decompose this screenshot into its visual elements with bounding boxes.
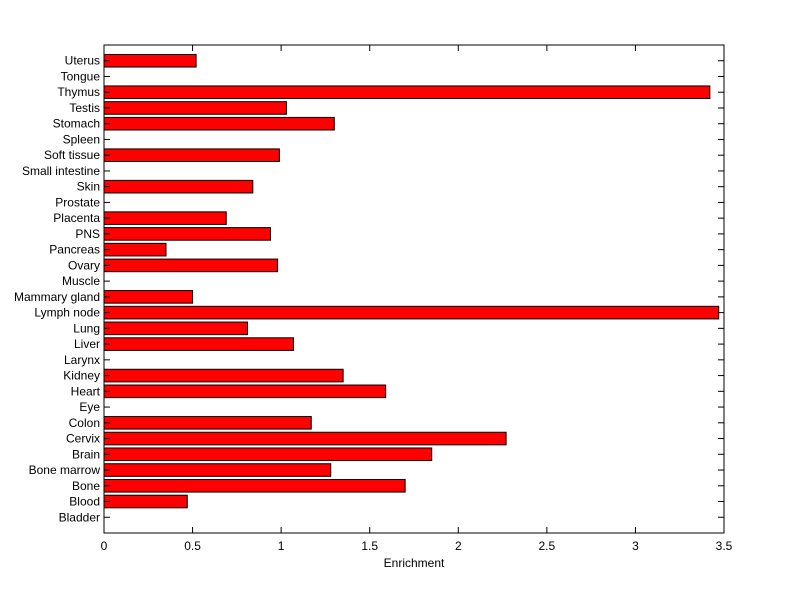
bar-stomach bbox=[103, 116, 335, 131]
bar-liver bbox=[103, 337, 295, 351]
bar-testis bbox=[103, 101, 287, 115]
x-tick-label-3: 3 bbox=[632, 539, 639, 553]
y-tick-label-uterus: Uterus bbox=[65, 54, 100, 68]
y-tick-label-bladder: Bladder bbox=[59, 510, 100, 524]
bar-pancreas bbox=[103, 242, 167, 257]
y-tick-label-thymus: Thymus bbox=[57, 85, 100, 99]
y-tick-label-spleen: Spleen bbox=[63, 132, 100, 146]
y-tick-label-ovary: Ovary bbox=[68, 258, 100, 272]
bar-placenta bbox=[103, 211, 227, 225]
x-axis-label: Enrichment bbox=[384, 556, 445, 570]
y-tick-label-eye: Eye bbox=[79, 400, 100, 414]
x-tick-label-0: 0 bbox=[101, 539, 108, 553]
y-tick-label-cervix: Cervix bbox=[66, 432, 100, 446]
bar-uterus bbox=[103, 53, 197, 68]
bar-thymus bbox=[103, 85, 711, 100]
bar-blood bbox=[103, 494, 188, 509]
y-tick-label-lung: Lung bbox=[73, 321, 100, 335]
y-tick-label-small-intestine: Small intestine bbox=[22, 164, 100, 178]
y-tick-label-heart: Heart bbox=[71, 384, 101, 398]
bar-lymph-node bbox=[103, 305, 720, 320]
x-tick-label-0p5: 0.5 bbox=[184, 539, 201, 553]
bar-soft-tissue bbox=[103, 148, 280, 162]
y-tick-label-bone-marrow: Bone marrow bbox=[29, 463, 101, 477]
x-tick-label-2p5: 2.5 bbox=[539, 539, 556, 553]
bar-cervix bbox=[103, 431, 507, 446]
x-tick-label-1: 1 bbox=[278, 539, 285, 553]
bar-mammary-gland bbox=[103, 290, 194, 304]
y-tick-label-liver: Liver bbox=[74, 337, 100, 351]
x-tick-label-3p5: 3.5 bbox=[716, 539, 733, 553]
y-tick-label-stomach: Stomach bbox=[53, 117, 100, 131]
bar-pns bbox=[103, 227, 272, 241]
plot-frame bbox=[103, 44, 725, 534]
bar-lung bbox=[103, 321, 248, 336]
bar-ovary bbox=[103, 258, 279, 273]
y-tick-label-pns: PNS bbox=[75, 227, 100, 241]
bar-bone bbox=[103, 478, 406, 493]
bar-bone-marrow bbox=[103, 463, 332, 477]
y-tick-label-mammary-gland: Mammary gland bbox=[14, 290, 100, 304]
x-tick-label-2: 2 bbox=[455, 539, 462, 553]
y-tick-label-blood: Blood bbox=[69, 495, 100, 509]
y-tick-label-muscle: Muscle bbox=[62, 274, 100, 288]
y-tick-label-lymph-node: Lymph node bbox=[34, 306, 100, 320]
y-tick-label-brain: Brain bbox=[72, 447, 100, 461]
bar-colon bbox=[103, 416, 312, 430]
bar-skin bbox=[103, 179, 254, 194]
y-tick-label-colon: Colon bbox=[69, 416, 100, 430]
y-tick-label-testis: Testis bbox=[69, 101, 100, 115]
bar-brain bbox=[103, 447, 433, 462]
y-tick-label-prostate: Prostate bbox=[55, 195, 100, 209]
bar-kidney bbox=[103, 368, 344, 383]
y-tick-label-skin: Skin bbox=[77, 180, 100, 194]
y-tick-label-larynx: Larynx bbox=[64, 353, 100, 367]
y-tick-label-placenta: Placenta bbox=[53, 211, 100, 225]
y-tick-label-kidney: Kidney bbox=[63, 369, 100, 383]
x-tick-label-1p5: 1.5 bbox=[361, 539, 378, 553]
y-tick-label-soft-tissue: Soft tissue bbox=[44, 148, 100, 162]
x-axis-ticks: 0 0.5 1 1.5 2 2.5 3 3.5 bbox=[101, 45, 733, 553]
bar-heart bbox=[103, 384, 387, 399]
y-tick-label-tongue: Tongue bbox=[61, 69, 101, 83]
y-tick-label-pancreas: Pancreas bbox=[49, 243, 100, 257]
y-tick-label-bone: Bone bbox=[72, 479, 100, 493]
